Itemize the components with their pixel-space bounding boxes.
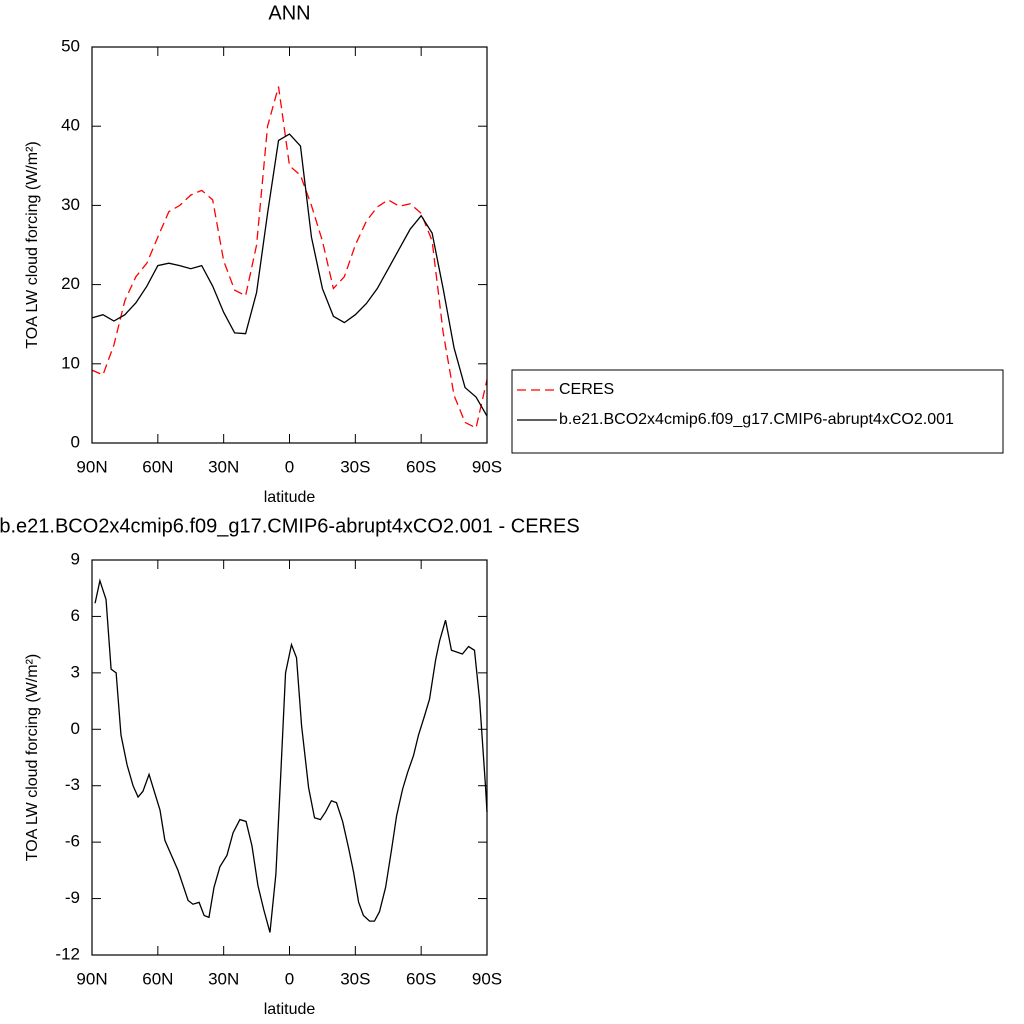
- x-axis-label: latitude: [264, 489, 316, 506]
- y-tick-label: 40: [61, 116, 80, 135]
- x-tick-label: 60N: [142, 969, 173, 988]
- y-axis-label: TOA LW cloud forcing (W/m²): [24, 654, 41, 861]
- x-tick-label: 60S: [406, 457, 436, 476]
- legend-box: [511, 369, 1004, 454]
- x-tick-label: 60S: [406, 969, 436, 988]
- data-line: [91, 86, 488, 429]
- x-axis-label: latitude: [264, 1001, 316, 1018]
- x-tick-label: 0: [285, 969, 294, 988]
- x-tick-label: 90N: [76, 457, 107, 476]
- plot-frame: [91, 46, 488, 444]
- x-tick-label: 30N: [208, 457, 239, 476]
- x-tick-label: 90S: [472, 457, 502, 476]
- x-tick-label: 90S: [472, 969, 502, 988]
- data-line: [91, 133, 488, 417]
- legend-label: CERES: [559, 381, 614, 398]
- data-line: [94, 578, 488, 933]
- y-tick-label: -12: [55, 944, 80, 963]
- x-tick-label: 30N: [208, 969, 239, 988]
- y-tick-label: -6: [65, 832, 80, 851]
- x-tick-label: 30S: [340, 969, 370, 988]
- y-tick-label: 3: [71, 662, 80, 681]
- y-tick-label: -3: [65, 775, 80, 794]
- chart-title: b.e21.BCO2x4cmip6.f09_g17.CMIP6-abrupt4x…: [0, 515, 580, 537]
- y-tick-label: 0: [71, 719, 80, 738]
- y-tick-label: 20: [61, 274, 80, 293]
- x-tick-label: 90N: [76, 969, 107, 988]
- legend-label: b.e21.BCO2x4cmip6.f09_g17.CMIP6-abrupt4x…: [559, 411, 954, 428]
- x-tick-label: 0: [285, 457, 294, 476]
- y-tick-label: 50: [61, 36, 80, 55]
- x-tick-label: 30S: [340, 457, 370, 476]
- y-tick-label: 0: [71, 432, 80, 451]
- y-axis-label: TOA LW cloud forcing (W/m²): [24, 141, 41, 348]
- plot-frame: [91, 559, 488, 956]
- y-tick-label: 10: [61, 353, 80, 372]
- y-tick-label: -9: [65, 888, 80, 907]
- chart-title: ANN: [268, 2, 310, 24]
- y-tick-label: 30: [61, 195, 80, 214]
- y-tick-label: 9: [71, 549, 80, 568]
- x-tick-label: 60N: [142, 457, 173, 476]
- y-tick-label: 6: [71, 606, 80, 625]
